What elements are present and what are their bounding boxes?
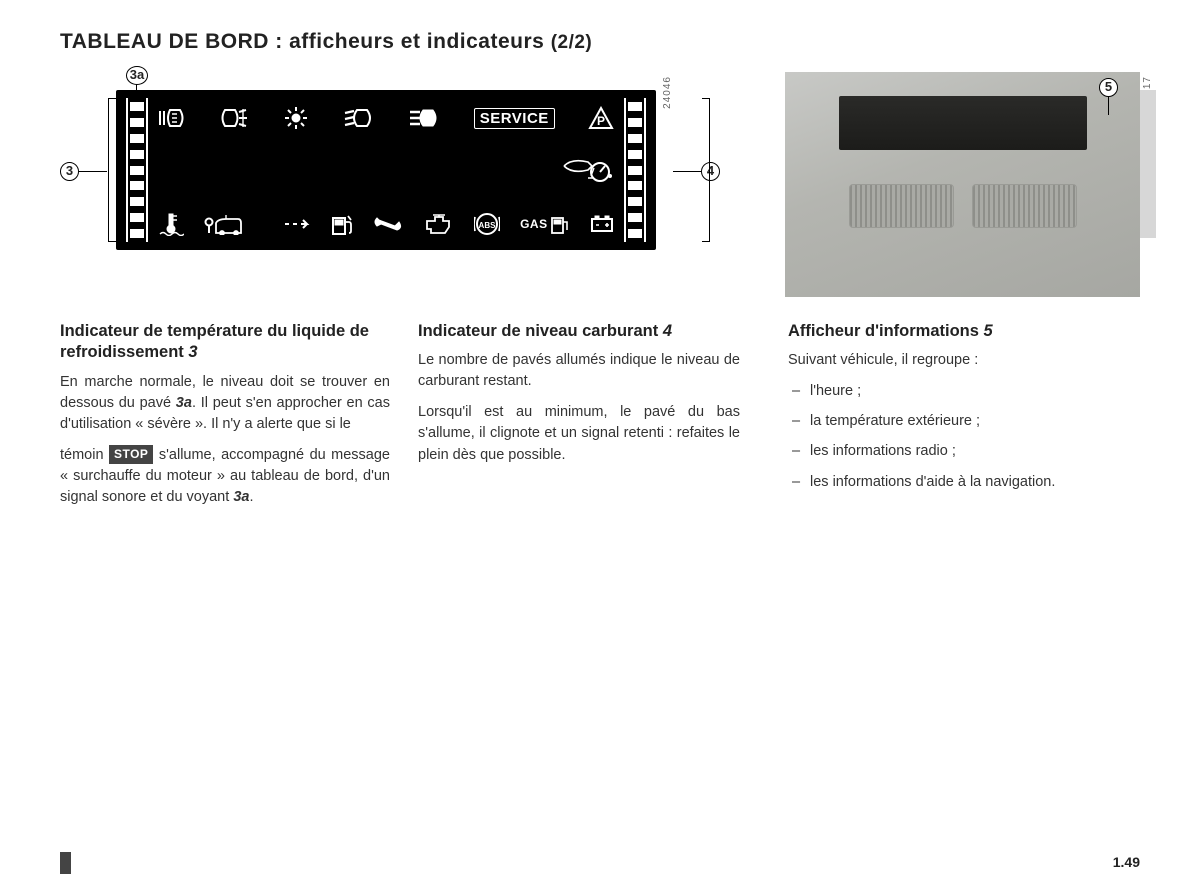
svg-text:P: P xyxy=(597,114,605,128)
list-item: l'heure ; xyxy=(788,381,1140,402)
dash-panel: SERVICE P ABS GAS xyxy=(116,90,656,250)
cruise-control-icon xyxy=(558,156,614,186)
callout-4: 4 xyxy=(673,162,720,181)
gauge-fuel xyxy=(624,98,646,242)
svg-text:ABS: ABS xyxy=(478,221,496,230)
col-fuel: Indicateur de niveau carburant 4 Le nomb… xyxy=(418,321,740,518)
service-indicator: SERVICE xyxy=(474,108,555,129)
heading-coolant: Indicateur de température du liquide de … xyxy=(60,321,390,364)
gas-fuel-icon: GAS xyxy=(520,213,570,235)
footer-mark xyxy=(60,852,71,874)
image-id-left: 24046 xyxy=(662,76,673,109)
figures-row: 24046 3a 3 4 xyxy=(60,72,1140,297)
engine-icon xyxy=(423,213,453,235)
figure-dashboard: 24046 3a 3 4 xyxy=(60,72,700,250)
icon-row-bottom: ABS GAS xyxy=(158,210,614,238)
coolant-p2: témoin STOP s'allume, accompagné du mess… xyxy=(60,445,390,508)
coolant-temp-icon xyxy=(158,212,184,236)
col-coolant: Indicateur de température du liquide de … xyxy=(60,321,390,518)
high-beam-icon xyxy=(409,107,441,129)
rear-fog-icon xyxy=(158,107,186,129)
page-title: TABLEAU DE BORD : afficheurs et indicate… xyxy=(60,30,1140,54)
list-item: les informations d'aide à la navigation. xyxy=(788,472,1140,493)
fuel-p2: Lorsqu'il est au minimum, le pavé du bas… xyxy=(418,402,740,465)
stop-badge: STOP xyxy=(109,445,153,464)
icon-row-top: SERVICE P xyxy=(158,104,614,132)
figure-info-display: 32717 5 xyxy=(785,72,1140,297)
fuel-p1: Le nombre de pavés allumés indique le ni… xyxy=(418,350,740,392)
section-tab xyxy=(1140,90,1156,238)
title-main: TABLEAU DE BORD : afficheurs et indicate… xyxy=(60,30,544,53)
door-open-icon xyxy=(204,213,262,235)
title-suffix: (2/2) xyxy=(551,32,593,53)
heading-info: Afficheur d'informations 5 xyxy=(788,321,1140,342)
col-infodisplay: Afficheur d'informations 5 Suivant véhic… xyxy=(788,321,1140,518)
photo-screen xyxy=(839,96,1087,150)
callout-3a: 3a xyxy=(126,66,148,85)
info-intro: Suivant véhicule, il regroupe : xyxy=(788,350,1140,371)
sidelight-icon xyxy=(282,106,310,130)
front-fog-icon xyxy=(219,107,249,129)
wrench-icon xyxy=(373,216,403,232)
bracket-left xyxy=(108,98,116,242)
bracket-right xyxy=(702,98,710,242)
heading-fuel: Indicateur de niveau carburant 4 xyxy=(418,321,740,342)
gauge-temp xyxy=(126,98,148,242)
battery-icon xyxy=(590,215,614,233)
info-list: l'heure ; la température extérieure ; le… xyxy=(788,381,1140,492)
photo-panel: 5 xyxy=(785,72,1140,297)
parking-brake-icon: P xyxy=(588,106,614,130)
low-beam-icon xyxy=(343,107,375,129)
photo-vents xyxy=(849,184,1077,228)
list-item: la température extérieure ; xyxy=(788,411,1140,432)
page-number: 1.49 xyxy=(1113,854,1140,870)
abs-icon: ABS xyxy=(474,211,500,237)
arrow-icon xyxy=(283,218,311,230)
callout-5: 5 xyxy=(1099,78,1118,97)
callout-3: 3 xyxy=(60,162,107,181)
text-columns: Indicateur de température du liquide de … xyxy=(60,321,1140,518)
coolant-p1: En marche normale, le niveau doit se tro… xyxy=(60,372,390,435)
fuel-icon xyxy=(331,212,353,236)
list-item: les informations radio ; xyxy=(788,441,1140,462)
